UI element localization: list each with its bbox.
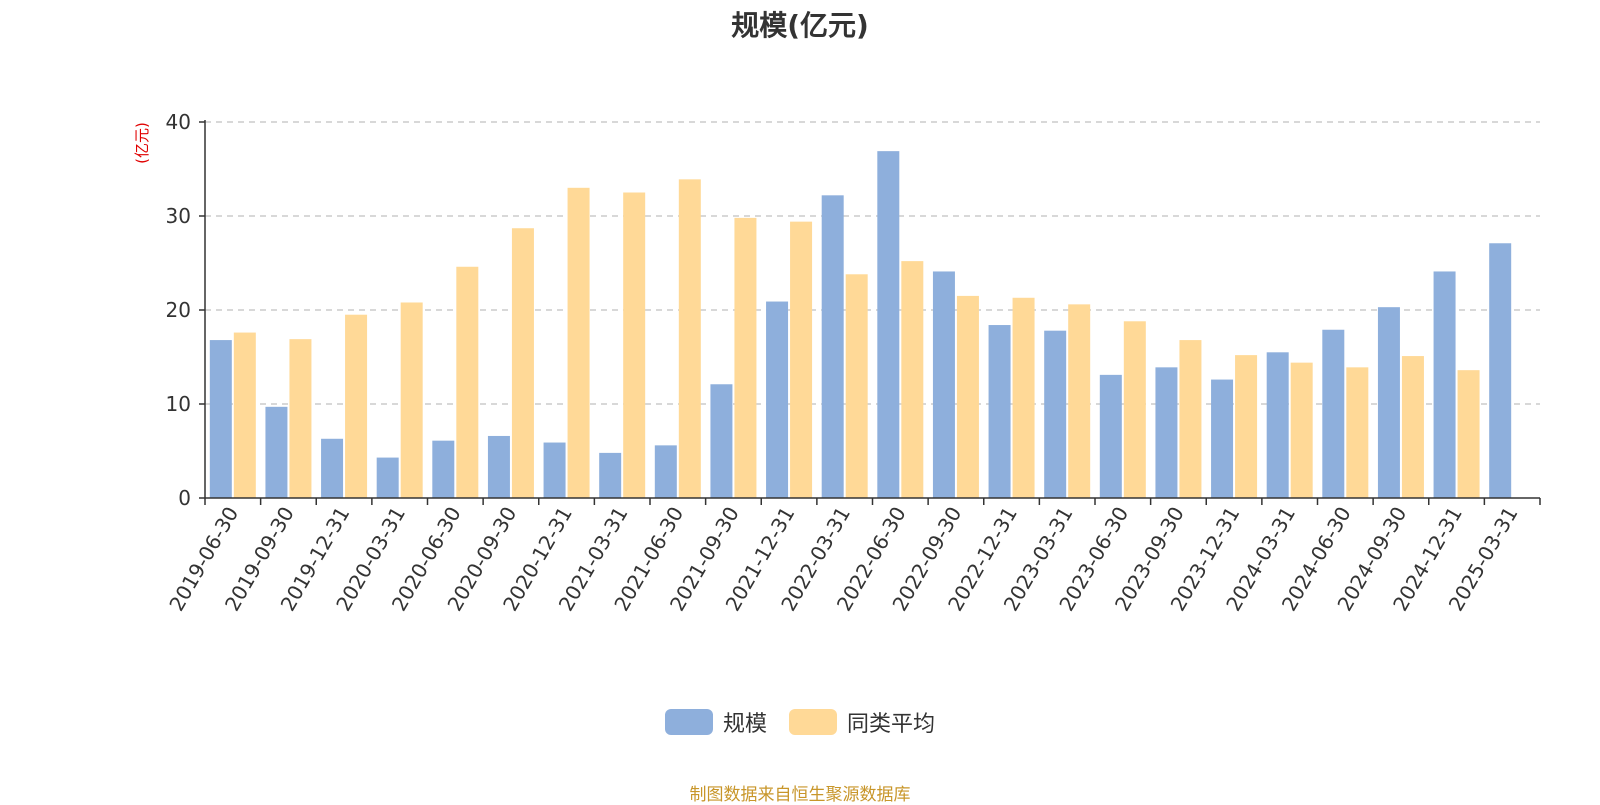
bar-peer-average[interactable] <box>956 295 979 498</box>
bar-scale[interactable] <box>265 406 288 498</box>
bar-peer-average[interactable] <box>1346 367 1369 498</box>
bars <box>209 151 1512 499</box>
bar-scale[interactable] <box>821 195 844 498</box>
bar-peer-average[interactable] <box>734 217 757 498</box>
bar-peer-average[interactable] <box>289 339 312 498</box>
bar-peer-average[interactable] <box>1012 297 1035 498</box>
legend-label-scale: 规模 <box>722 712 767 737</box>
bar-scale[interactable] <box>1322 329 1345 498</box>
bar-scale[interactable] <box>376 457 399 498</box>
y-tick-label: 20 <box>166 298 191 322</box>
bar-peer-average[interactable] <box>400 302 423 498</box>
grid-lines <box>205 121 1540 405</box>
bar-scale[interactable] <box>1044 330 1067 498</box>
bar-scale[interactable] <box>1211 379 1234 498</box>
legend-swatch-peer-average <box>789 709 837 735</box>
bar-peer-average[interactable] <box>1123 321 1146 498</box>
y-tick-label: 40 <box>166 110 191 134</box>
bar-peer-average[interactable] <box>1235 355 1258 498</box>
bar-scale[interactable] <box>321 438 344 498</box>
legend: 规模 同类平均 <box>0 706 1600 738</box>
bar-scale[interactable] <box>1266 352 1289 498</box>
bar-peer-average[interactable] <box>623 192 646 499</box>
y-tick-label: 10 <box>166 392 191 416</box>
bar-scale[interactable] <box>599 452 622 498</box>
bar-peer-average[interactable] <box>1290 362 1313 498</box>
bar-peer-average[interactable] <box>1457 370 1480 498</box>
bar-peer-average[interactable] <box>678 179 701 498</box>
bar-peer-average[interactable] <box>845 274 868 498</box>
bar-peer-average[interactable] <box>1401 356 1424 498</box>
bar-peer-average[interactable] <box>901 261 924 498</box>
bar-peer-average[interactable] <box>456 266 479 498</box>
bar-scale[interactable] <box>487 435 510 498</box>
legend-swatch-scale <box>664 709 713 735</box>
bar-scale[interactable] <box>877 151 900 498</box>
bar-scale[interactable] <box>654 445 677 498</box>
bar-scale[interactable] <box>710 384 733 498</box>
bar-peer-average[interactable] <box>345 314 368 498</box>
y-axis-unit-label: (亿元) <box>133 122 151 164</box>
bar-scale[interactable] <box>432 440 455 498</box>
bar-scale[interactable] <box>932 271 955 498</box>
bar-peer-average[interactable] <box>1179 340 1202 498</box>
bar-scale[interactable] <box>209 340 232 498</box>
bar-peer-average[interactable] <box>233 332 256 498</box>
bar-scale[interactable] <box>1377 307 1400 498</box>
y-tick-label: 30 <box>166 204 191 228</box>
bar-scale[interactable] <box>766 301 789 498</box>
data-source-note: 制图数据来自恒生聚源数据库 <box>689 785 911 805</box>
bar-peer-average[interactable] <box>567 187 590 499</box>
legend-item-peer-average[interactable]: 同类平均 <box>789 706 935 738</box>
bar-scale[interactable] <box>543 442 566 498</box>
bar-peer-average[interactable] <box>790 221 813 498</box>
bar-peer-average[interactable] <box>1068 304 1091 498</box>
bar-scale[interactable] <box>1099 374 1122 498</box>
chart-title: 规模(亿元) <box>731 9 869 42</box>
y-tick-label: 0 <box>178 486 191 510</box>
legend-label-peer-average: 同类平均 <box>847 712 936 737</box>
bar-scale[interactable] <box>988 325 1011 498</box>
bar-scale[interactable] <box>1155 367 1178 498</box>
bar-peer-average[interactable] <box>511 228 534 498</box>
bar-scale[interactable] <box>1489 243 1512 498</box>
bar-scale[interactable] <box>1433 271 1456 498</box>
legend-item-scale[interactable]: 规模 <box>664 706 767 738</box>
